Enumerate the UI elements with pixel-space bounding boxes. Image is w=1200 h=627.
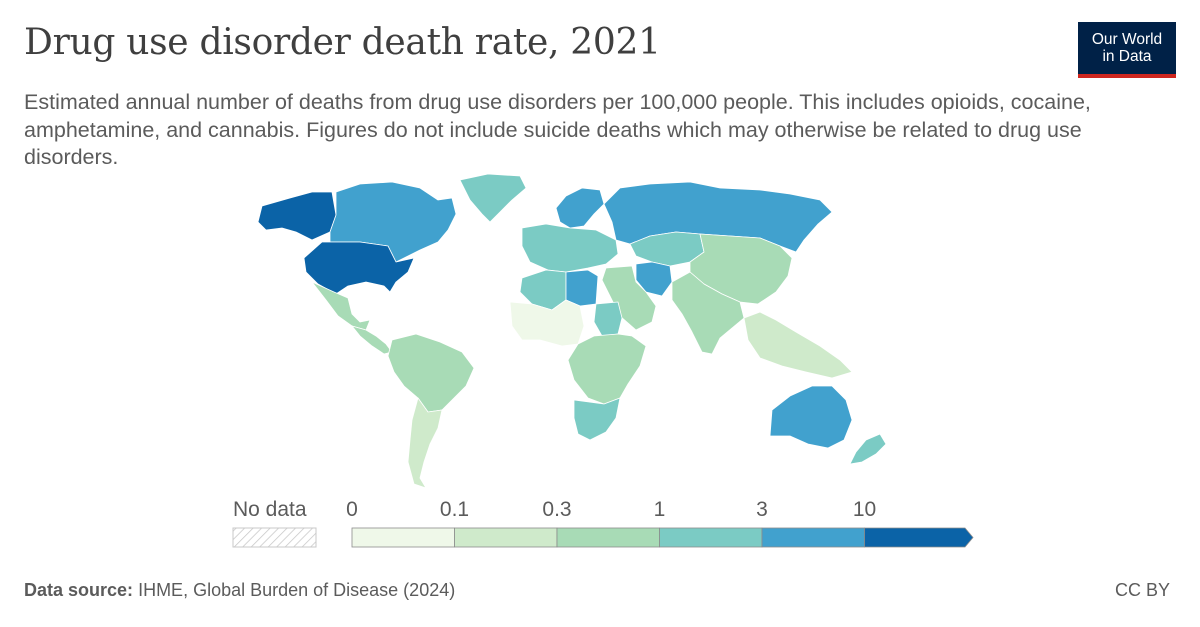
region-iran[interactable] — [635, 261, 673, 297]
legend-bin-3[interactable] — [659, 527, 763, 548]
logo-line-1: Our World — [1091, 31, 1163, 48]
footer-source: Data source: IHME, Global Burden of Dise… — [24, 580, 455, 601]
region-middle-east[interactable] — [601, 265, 657, 331]
region-alaska[interactable] — [257, 191, 337, 241]
legend-bin-4[interactable] — [761, 527, 865, 548]
legend-tick-2: 0.3 — [542, 498, 571, 521]
region-central-africa[interactable] — [567, 333, 647, 405]
legend-bin-5[interactable] — [864, 527, 974, 548]
no-data-swatch — [232, 527, 317, 548]
source-text[interactable]: IHME, Global Burden of Disease (2024) — [138, 580, 456, 600]
source-label: Data source: — [24, 580, 134, 600]
region-libya[interactable] — [565, 269, 599, 307]
legend-bin-1[interactable] — [454, 527, 558, 548]
region-sudan[interactable] — [593, 301, 623, 337]
region-south-america[interactable] — [387, 333, 475, 413]
region-western-europe[interactable] — [521, 223, 619, 273]
region-india[interactable] — [671, 271, 745, 355]
logo-line-2: in Data — [1102, 48, 1152, 66]
no-data-label: No data — [233, 498, 307, 521]
region-southeast-asia[interactable] — [743, 311, 853, 379]
region-scandinavia[interactable] — [555, 187, 605, 229]
legend-bin-0[interactable] — [351, 527, 455, 548]
region-australia[interactable] — [769, 385, 853, 449]
region-west-africa[interactable] — [509, 299, 585, 347]
owid-logo[interactable]: Our World in Data — [1078, 22, 1176, 78]
region-greenland[interactable] — [459, 173, 527, 223]
legend-tick-4: 3 — [756, 498, 768, 521]
legend-tick-3: 1 — [654, 498, 666, 521]
region-united-states[interactable] — [303, 241, 415, 295]
chart-subtitle: Estimated annual number of deaths from d… — [24, 90, 1091, 170]
region-southern-africa[interactable] — [573, 397, 621, 441]
page-title: Drug use disorder death rate, 2021 — [24, 22, 661, 63]
region-central-america[interactable] — [351, 325, 393, 355]
region-mexico[interactable] — [311, 281, 371, 331]
region-china[interactable] — [689, 233, 793, 305]
license-label[interactable]: CC BY — [1114, 580, 1170, 600]
legend: No data 0 0.1 0.3 1 3 10 — [232, 498, 974, 548]
legend-bin-2[interactable] — [556, 527, 660, 548]
legend-tick-5: 10 — [853, 498, 876, 521]
legend-tick-0: 0 — [346, 498, 358, 521]
region-southern-cone[interactable] — [407, 397, 443, 489]
legend-tick-1: 0.1 — [440, 498, 469, 521]
region-new-zealand[interactable] — [849, 433, 887, 465]
